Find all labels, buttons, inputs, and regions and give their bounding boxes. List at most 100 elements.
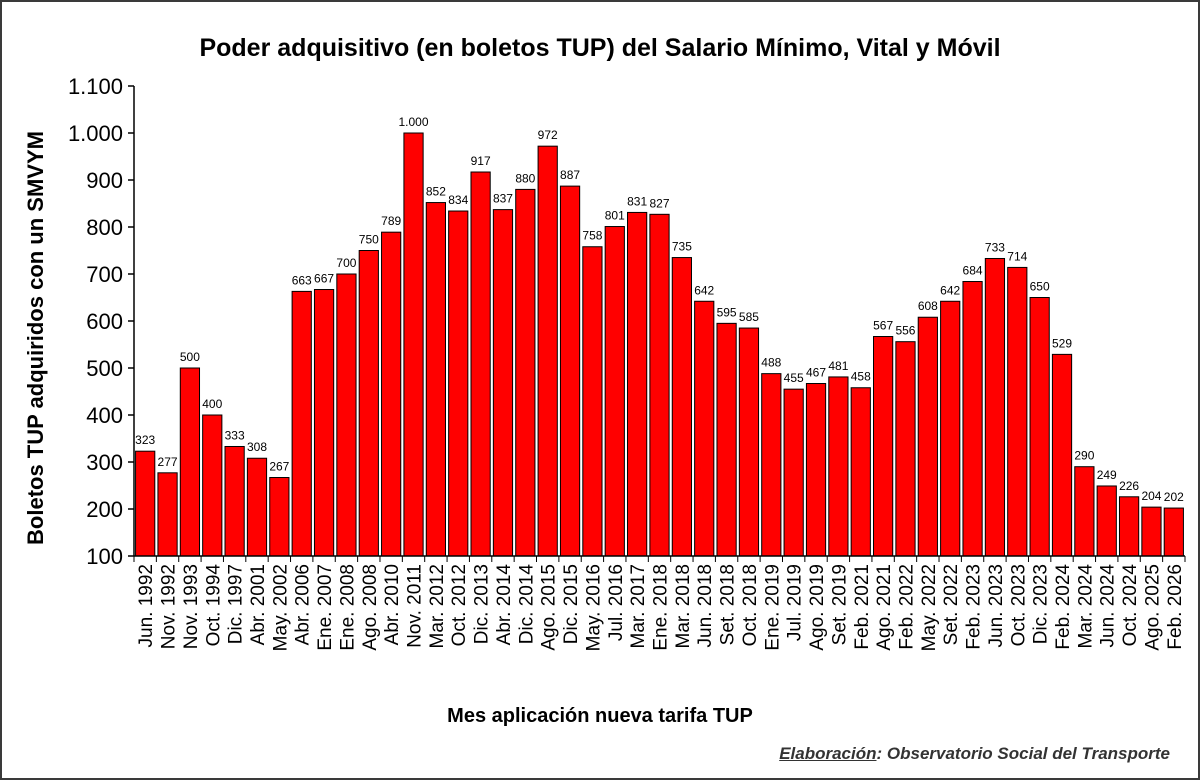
x-tick-label: Dic. 2023 [1031,564,1052,644]
bar [895,341,916,557]
x-tick-label: Nov. 2011 [405,564,426,648]
x-tick-label: Oct. 1994 [203,564,224,647]
bar [783,388,804,557]
bars-layer [135,132,1184,557]
credit-line: Elaboración: Observatorio Social del Tra… [779,744,1170,764]
bar [157,472,178,557]
bar-value-label: 500 [180,350,200,364]
bar [1096,485,1117,557]
x-tick-label: Feb. 2023 [964,564,985,650]
bar-value-label: 267 [269,460,289,474]
bar [604,226,625,557]
bar [1163,507,1184,557]
bar [515,188,536,557]
chart-title: Poder adquisitivo (en boletos TUP) del S… [199,34,1001,62]
x-tick-label: Nov. 1993 [181,564,202,649]
bar [649,213,670,557]
bar-value-label: 226 [1119,479,1139,493]
bar-value-label: 887 [560,168,580,182]
bar [873,336,894,557]
bar-value-label: 333 [225,428,245,442]
bar [179,367,201,557]
x-tick-label: Oct. 2012 [449,564,470,646]
x-tick-label: Mar. 2017 [628,564,649,649]
bar-value-label: 852 [426,185,446,199]
bar-value-label: 277 [158,455,178,469]
x-tick-label: Oct. 2023 [1008,564,1029,646]
y-tick-label: 600 [86,309,123,334]
bar-value-label: 556 [895,324,915,338]
bar-value-label: 202 [1164,490,1184,504]
bar-value-label: 684 [963,264,983,278]
bar-value-label: 663 [292,273,312,287]
bar [537,145,558,557]
x-tick-label: Ago. 2025 [1142,564,1163,651]
x-tick-label: May. 2022 [919,564,940,651]
x-tick-label: Ene. 2019 [762,564,783,651]
bar-value-label: 837 [493,192,513,206]
bar [448,210,469,557]
x-tick-label: Jun. 2023 [986,564,1007,647]
y-tick-label: 1.000 [68,121,123,146]
bar [805,383,827,557]
bar [559,185,581,557]
bar-value-label: 642 [694,283,714,297]
bar [358,250,379,557]
bar-value-label: 323 [135,433,155,447]
x-tick-label: Ago. 2021 [874,564,895,651]
y-tick-label: 800 [86,215,123,240]
bar [716,322,737,557]
bar-value-label: 789 [381,214,401,228]
bar-value-label: 700 [336,256,356,270]
y-tick-label: 300 [86,450,123,475]
x-tick-label: Ene. 2008 [337,564,358,651]
bar-value-label: 972 [538,128,558,142]
x-tick-label: Jun. 2024 [1098,564,1119,648]
bar [694,300,715,557]
bar-value-label: 529 [1052,336,1072,350]
x-tick-label: Feb. 2021 [852,564,873,650]
bar-value-label: 735 [672,240,692,254]
bar-value-label: 831 [627,194,647,208]
bar-value-label: 917 [471,154,491,168]
x-tick-label: Set. 2022 [941,564,962,645]
bar-value-label: 801 [605,209,625,223]
bar-value-label: 204 [1141,489,1161,503]
bar-value-label: 400 [202,397,222,411]
x-tick-label: Jul. 2019 [785,564,806,641]
x-axis-label: Mes aplicación nueva tarifa TUP [447,705,753,727]
bar [470,171,491,557]
bar-value-label: 834 [448,193,468,207]
x-tick-label: Ene. 2018 [651,564,672,651]
bar [940,300,961,557]
x-tick-label: Mar. 2012 [427,564,448,649]
y-tick-label: 1.100 [68,74,123,99]
bar [671,257,692,557]
bar [738,327,760,557]
x-tick-label: Set. 2019 [829,564,850,645]
bar-value-label: 608 [918,299,938,313]
credit-prefix: Elaboración [779,744,877,763]
bar [850,387,871,557]
bar-value-label: 650 [1030,280,1050,294]
bar [1074,466,1095,557]
x-tick-label: May. 2002 [270,564,291,651]
x-tick-label: Oct. 2018 [740,564,761,646]
x-tick-label: Ene. 2007 [315,564,336,651]
bar [425,202,446,557]
bar-value-label: 488 [761,356,781,370]
bar [381,231,402,557]
x-tick-label: Nov. 1992 [159,564,180,649]
bar-value-label: 585 [739,310,759,324]
bar [1007,266,1028,557]
bar [582,246,603,557]
x-tick-label: Dic. 2014 [516,564,537,645]
bar-value-label: 455 [784,371,804,385]
bar-value-label: 1.000 [399,115,429,129]
bar [761,373,782,557]
bar [269,477,290,557]
bar [224,445,245,557]
bar [962,281,983,557]
x-tick-label: Feb. 2026 [1165,564,1186,650]
x-tick-label: Jun. 2018 [695,564,716,647]
